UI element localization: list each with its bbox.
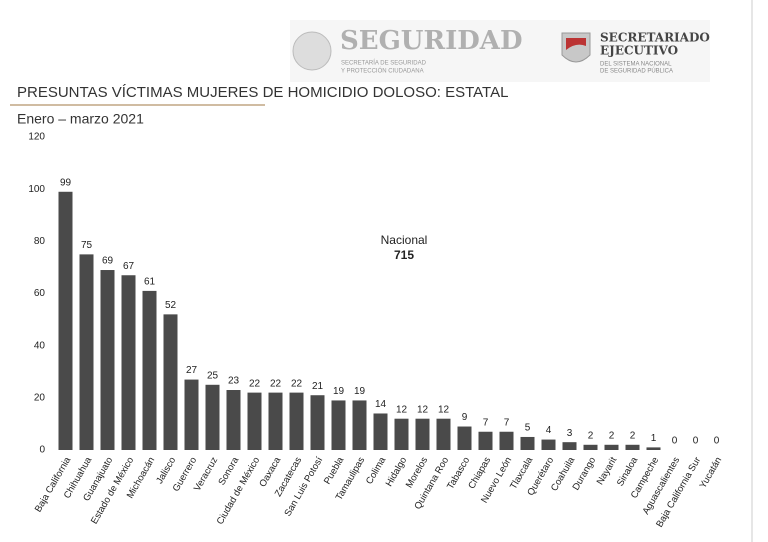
y-tick-label: 20 <box>34 392 46 403</box>
data-label: 14 <box>375 399 387 410</box>
data-label: 3 <box>567 428 573 439</box>
chart-subtitle: Enero – marzo 2021 <box>17 111 144 127</box>
bar <box>205 384 220 450</box>
data-label: 2 <box>588 430 594 441</box>
bar <box>457 426 472 450</box>
bar <box>436 418 451 450</box>
data-label: 22 <box>291 378 303 389</box>
data-label: 61 <box>144 277 156 288</box>
data-label: 22 <box>249 378 261 389</box>
bar <box>58 191 73 450</box>
data-label: 22 <box>270 378 282 389</box>
data-label: 67 <box>123 261 135 272</box>
bar <box>583 444 598 450</box>
data-label: 69 <box>102 256 114 267</box>
annotation: 715 <box>394 248 414 262</box>
bar <box>352 400 367 450</box>
y-tick-label: 60 <box>34 288 46 299</box>
data-label: 99 <box>60 177 72 188</box>
bar <box>184 379 199 450</box>
bar <box>142 290 157 450</box>
chart-title: PRESUNTAS VÍCTIMAS MUJERES DE HOMICIDIO … <box>17 84 508 101</box>
bar <box>499 431 514 450</box>
bar <box>646 447 661 450</box>
data-label: 0 <box>714 436 720 447</box>
data-label: 0 <box>672 436 678 447</box>
y-tick-label: 0 <box>39 445 45 456</box>
bar <box>604 444 619 450</box>
agency-sub: DE SEGURIDAD PÚBLICA <box>600 68 673 75</box>
bar <box>394 418 409 450</box>
bar <box>79 254 94 450</box>
annotation: Nacional <box>381 233 428 247</box>
data-label: 5 <box>525 423 531 434</box>
data-label: 4 <box>546 425 552 436</box>
shield-detail <box>566 38 586 50</box>
bar <box>247 392 262 450</box>
data-label: 27 <box>186 365 198 376</box>
data-label: 12 <box>417 404 429 415</box>
bar <box>625 444 640 450</box>
bar <box>163 314 178 450</box>
data-label: 7 <box>483 417 489 428</box>
bar <box>121 275 136 450</box>
bar <box>520 436 535 450</box>
data-label: 2 <box>609 430 615 441</box>
y-tick-label: 40 <box>34 340 46 351</box>
data-label: 19 <box>333 386 345 397</box>
brand-sub: SECRETARÍA DE SEGURIDAD <box>341 60 427 67</box>
bar <box>562 442 577 450</box>
data-label: 23 <box>228 376 240 387</box>
data-label: 19 <box>354 386 366 397</box>
bar <box>310 395 325 450</box>
bar <box>541 439 556 450</box>
agency: SECRETARIADO <box>600 31 710 45</box>
agency-sub: DEL SISTEMA NACIONAL <box>600 62 672 68</box>
data-label: 2 <box>630 430 636 441</box>
data-label: 21 <box>312 381 324 392</box>
data-label: 7 <box>504 417 510 428</box>
header-band <box>290 20 710 82</box>
data-label: 12 <box>438 404 450 415</box>
y-tick-label: 120 <box>28 132 45 143</box>
bar <box>100 270 115 450</box>
data-label: 9 <box>462 412 468 423</box>
bar <box>415 418 430 450</box>
bar <box>226 390 241 450</box>
agency: EJECUTIVO <box>600 44 678 58</box>
bar <box>289 392 304 450</box>
y-tick-label: 80 <box>34 236 46 247</box>
seal-logo <box>292 31 332 71</box>
data-label: 25 <box>207 370 219 381</box>
data-label: 75 <box>81 240 93 251</box>
bar <box>373 413 388 450</box>
y-tick-label: 100 <box>28 184 45 195</box>
data-label: 12 <box>396 404 408 415</box>
bar <box>331 400 346 450</box>
data-label: 0 <box>693 436 699 447</box>
brand-sub: Y PROTECCIÓN CIUDADANA <box>341 68 424 75</box>
bar <box>268 392 283 450</box>
data-label: 52 <box>165 300 177 311</box>
brand: SEGURIDAD <box>340 26 523 56</box>
data-label: 1 <box>651 433 657 444</box>
bar <box>478 431 493 450</box>
